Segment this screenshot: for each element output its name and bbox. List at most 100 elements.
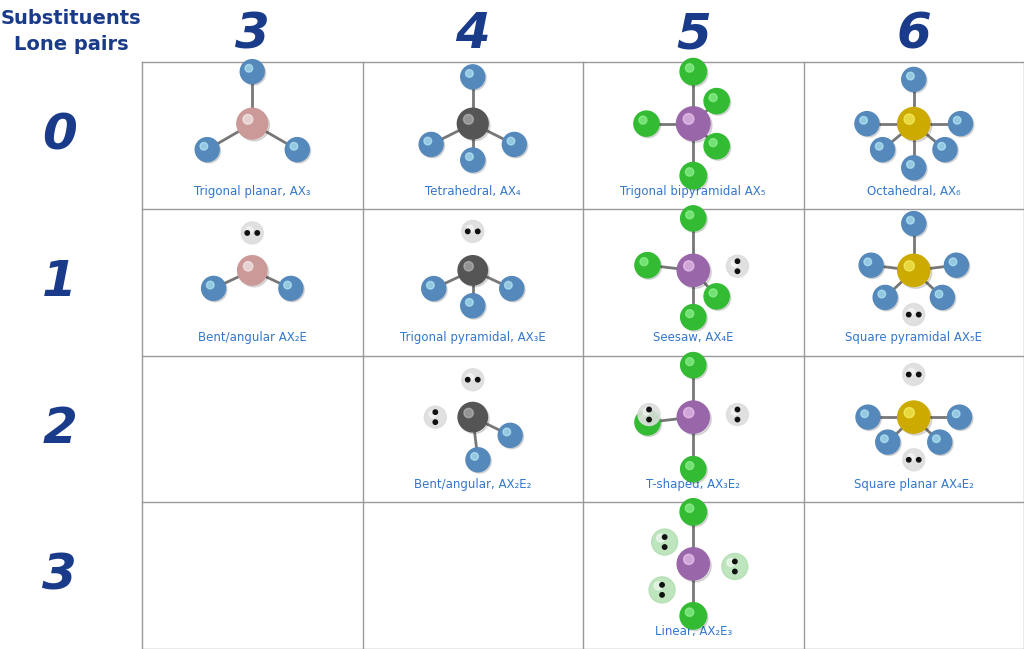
Circle shape — [686, 211, 693, 219]
Circle shape — [471, 452, 478, 460]
Circle shape — [466, 153, 473, 160]
Circle shape — [682, 306, 708, 331]
Circle shape — [881, 435, 888, 443]
Circle shape — [903, 213, 927, 237]
Circle shape — [240, 258, 268, 287]
Circle shape — [246, 227, 253, 234]
Circle shape — [898, 254, 930, 286]
Circle shape — [731, 408, 738, 415]
Circle shape — [735, 259, 739, 263]
Circle shape — [651, 529, 678, 555]
Text: 1: 1 — [42, 258, 77, 306]
Circle shape — [859, 253, 883, 277]
Circle shape — [933, 435, 940, 443]
Circle shape — [464, 408, 473, 418]
Circle shape — [726, 404, 749, 426]
Text: T-shaped, AX₃E₂: T-shaped, AX₃E₂ — [646, 478, 740, 491]
Circle shape — [243, 114, 253, 124]
Circle shape — [462, 369, 483, 391]
Circle shape — [467, 225, 473, 232]
Circle shape — [654, 582, 663, 590]
Circle shape — [903, 363, 925, 386]
Circle shape — [663, 545, 667, 549]
Circle shape — [677, 107, 710, 140]
Circle shape — [461, 294, 484, 318]
Circle shape — [870, 138, 895, 162]
Circle shape — [938, 142, 945, 150]
Text: 0: 0 — [42, 112, 77, 160]
Circle shape — [952, 410, 959, 417]
Circle shape — [899, 110, 932, 141]
Circle shape — [681, 206, 706, 231]
Text: Square pyramidal AX₅E: Square pyramidal AX₅E — [845, 332, 982, 345]
Circle shape — [727, 559, 735, 567]
Circle shape — [500, 425, 523, 448]
Circle shape — [503, 428, 511, 436]
Circle shape — [419, 132, 443, 156]
Circle shape — [682, 500, 708, 527]
Circle shape — [639, 116, 647, 124]
Circle shape — [904, 261, 914, 271]
Circle shape — [906, 72, 914, 80]
Circle shape — [682, 207, 708, 232]
Circle shape — [638, 404, 660, 426]
Circle shape — [705, 88, 729, 114]
Circle shape — [861, 410, 868, 417]
Circle shape — [460, 404, 489, 434]
Circle shape — [466, 229, 470, 234]
Circle shape — [200, 142, 208, 150]
Circle shape — [856, 405, 880, 429]
Circle shape — [290, 142, 298, 150]
Circle shape — [857, 406, 882, 430]
Circle shape — [906, 373, 911, 376]
Circle shape — [947, 405, 972, 429]
Circle shape — [286, 138, 309, 162]
Circle shape — [706, 90, 731, 116]
Text: Bent/angular AX₂E: Bent/angular AX₂E — [198, 332, 306, 345]
Circle shape — [686, 310, 693, 318]
Text: Lone pairs: Lone pairs — [13, 36, 128, 55]
Circle shape — [928, 430, 951, 454]
Circle shape — [239, 110, 269, 141]
Circle shape — [458, 402, 487, 432]
Circle shape — [635, 410, 660, 435]
Circle shape — [878, 432, 901, 456]
Circle shape — [899, 256, 932, 288]
Circle shape — [706, 286, 731, 310]
Circle shape — [735, 417, 739, 422]
Circle shape — [640, 415, 648, 423]
Circle shape — [458, 256, 487, 285]
Text: Seesaw, AX₄E: Seesaw, AX₄E — [653, 332, 733, 345]
Circle shape — [659, 583, 665, 587]
Circle shape — [462, 221, 483, 242]
Circle shape — [287, 139, 310, 163]
Circle shape — [902, 212, 926, 236]
Text: Octahedral, AX₆: Octahedral, AX₆ — [867, 184, 961, 198]
Circle shape — [864, 258, 871, 265]
Circle shape — [242, 222, 263, 244]
Circle shape — [659, 593, 665, 597]
Circle shape — [460, 258, 489, 287]
Circle shape — [647, 417, 651, 422]
Circle shape — [874, 287, 899, 311]
Circle shape — [464, 114, 473, 124]
Circle shape — [429, 411, 436, 418]
Circle shape — [722, 554, 748, 580]
Circle shape — [677, 254, 710, 286]
Text: 2: 2 — [42, 405, 77, 453]
Circle shape — [197, 139, 220, 163]
Circle shape — [433, 410, 437, 414]
Circle shape — [634, 111, 659, 136]
Circle shape — [635, 252, 660, 278]
Circle shape — [906, 458, 911, 462]
Circle shape — [255, 231, 259, 235]
Circle shape — [279, 276, 303, 300]
Circle shape — [656, 534, 665, 542]
Circle shape — [902, 156, 926, 180]
Circle shape — [433, 420, 437, 424]
Circle shape — [933, 138, 957, 162]
Circle shape — [504, 134, 527, 158]
Circle shape — [685, 167, 694, 176]
Circle shape — [949, 406, 973, 430]
Circle shape — [196, 138, 219, 162]
